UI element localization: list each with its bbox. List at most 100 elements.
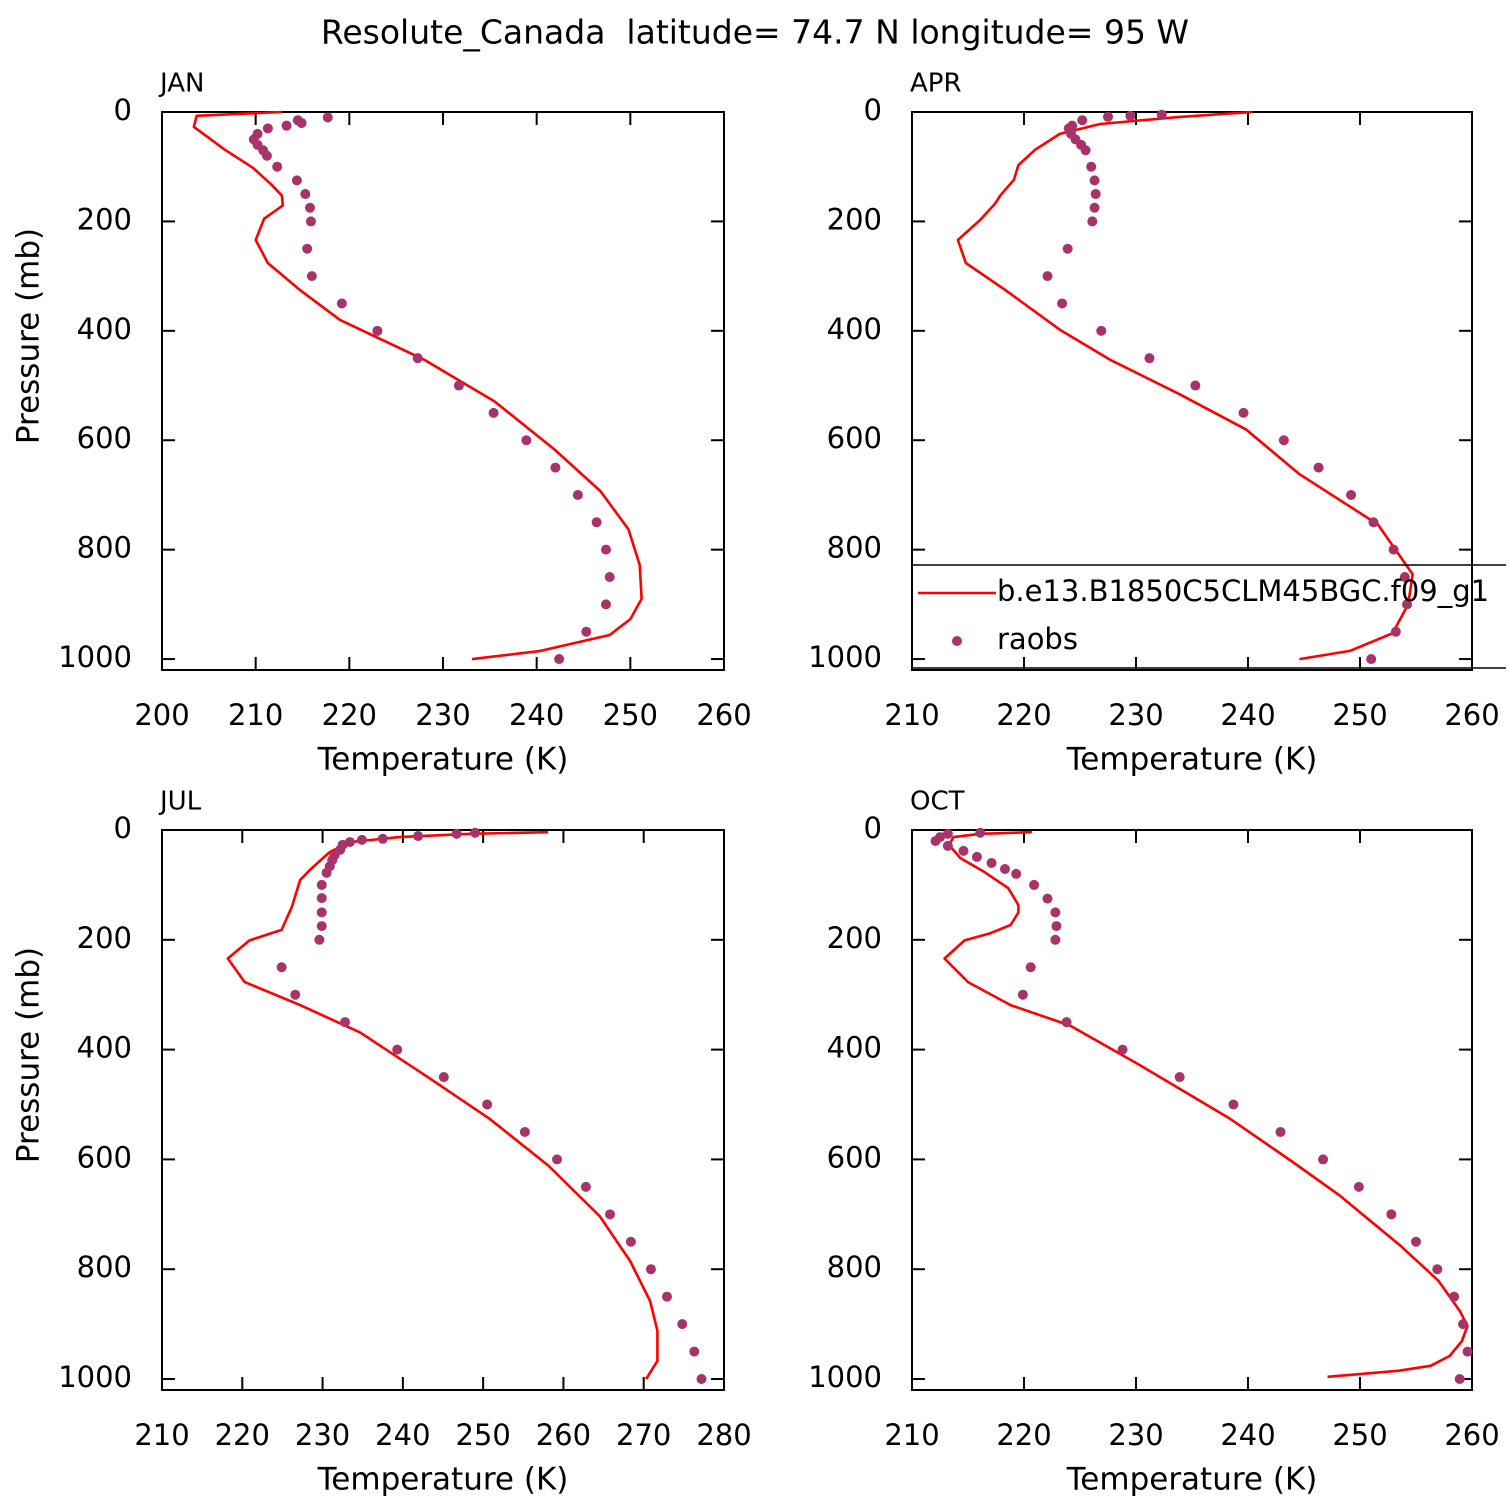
obs-point [1025,962,1036,973]
panel-title: OCT [910,787,965,817]
profile-line [956,110,1414,661]
y-tick-label: 600 [827,1140,882,1174]
obs-point [392,1044,403,1055]
obs-point [1087,216,1098,227]
y-tick-label: 1000 [808,640,882,674]
obs-point [677,1319,688,1330]
obs-point [451,828,462,839]
x-tick-label: 260 [1444,698,1499,732]
x-tick-label: 260 [536,1418,591,1452]
obs-point [604,1209,615,1220]
obs-point [1454,1374,1465,1385]
obs-point [316,879,327,890]
y-tick-label: 800 [827,1250,882,1284]
y-tick-label: 800 [827,531,882,565]
x-axis-label: Temperature (K) [317,742,569,778]
figure-title: Resolute_Canada latitude= 74.7 N longitu… [321,13,1189,52]
obs-point [1402,599,1413,610]
obs-point [1278,435,1289,446]
obs-point [1346,489,1357,500]
obs-point [1390,626,1401,637]
obs-point [372,325,383,336]
obs-point [438,1072,449,1083]
obs-point [1458,1319,1469,1330]
obs-point [645,1264,656,1275]
obs-point [521,435,532,446]
obs-point [316,907,327,918]
obs-point [412,353,423,364]
obs-point [999,863,1010,874]
obs-point [600,599,611,610]
obs-point [1077,115,1088,126]
obs-point [942,828,953,839]
x-tick-label: 270 [616,1418,671,1452]
x-tick-label: 250 [1332,698,1387,732]
obs-point [625,1236,636,1247]
obs-point [554,654,565,665]
obs-point [1017,989,1028,1000]
obs-point [322,112,333,123]
obs-point [572,489,583,500]
obs-point [296,117,307,128]
x-tick-label: 240 [1220,1418,1275,1452]
plot-frame [911,111,1473,671]
obs-point [1313,462,1324,473]
obs-point [1462,1346,1473,1357]
y-tick-label: 400 [827,312,882,346]
obs-point [942,840,953,851]
legend-label: b.e13.B1850C5CLM45BGC.f09_g1 [997,574,1489,608]
plot-frame [911,829,1473,1391]
y-tick-label: 600 [77,1140,132,1174]
obs-point [661,1291,672,1302]
x-tick-label: 260 [696,698,751,732]
obs-point [453,380,464,391]
y-tick-label: 400 [77,1031,132,1065]
obs-point [1029,879,1040,890]
y-tick-label: 400 [77,312,132,346]
x-tick-label: 200 [134,698,189,732]
obs-point [1399,572,1410,582]
obs-point [591,517,602,528]
obs-point [1103,111,1113,122]
y-tick-label: 200 [77,921,132,955]
obs-point [1318,1154,1329,1165]
obs-point [377,833,388,844]
obs-point [986,857,997,868]
y-tick-label: 400 [827,1031,882,1065]
obs-point [519,1126,530,1137]
obs-point [262,123,273,134]
obs-point [356,834,367,845]
x-tick-label: 230 [295,1418,350,1452]
obs-point [975,827,986,838]
obs-point [1050,934,1061,945]
legend-swatch [952,636,962,646]
obs-point [1228,1099,1239,1110]
obs-point [261,150,272,161]
x-tick-label: 280 [696,1418,751,1452]
x-tick-label: 230 [1108,1418,1163,1452]
x-tick-label: 210 [228,698,283,732]
y-tick-label: 0 [864,93,882,127]
x-tick-label: 240 [1220,698,1275,732]
obs-point [1050,907,1061,918]
x-tick-label: 250 [603,698,658,732]
obs-point [1368,517,1379,528]
obs-point [1057,298,1068,309]
obs-point [1042,893,1053,904]
x-tick-label: 230 [1108,698,1163,732]
y-tick-label: 0 [864,811,882,845]
obs-point [1388,544,1399,555]
x-tick-label: 210 [134,1418,189,1452]
obs-point [1080,145,1091,156]
obs-point [300,189,311,200]
obs-point [1432,1264,1443,1275]
obs-point [1117,1044,1128,1055]
obs-point [689,1346,700,1357]
y-tick-label: 800 [77,1250,132,1284]
plot-frame [161,829,725,1391]
obs-point [340,1017,351,1028]
obs-point [304,202,315,213]
obs-point [272,161,283,172]
obs-point [1086,161,1097,172]
obs-point [336,298,347,309]
